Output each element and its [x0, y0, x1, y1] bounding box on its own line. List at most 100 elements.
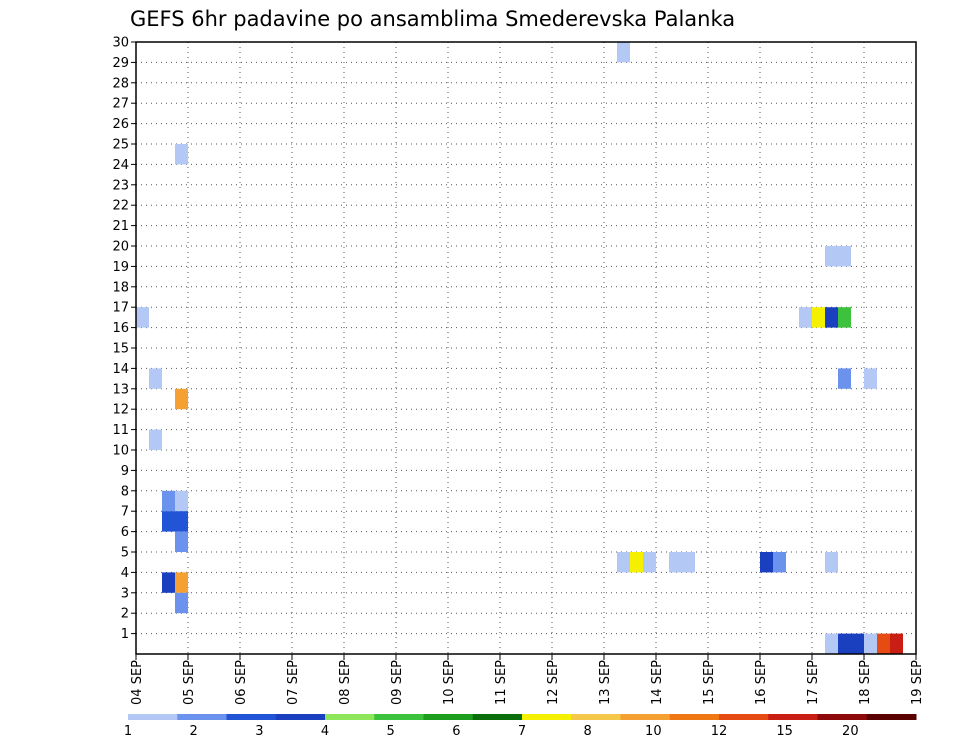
colorbar-tick-label: 2 [190, 724, 198, 739]
y-tick-label: 20 [112, 240, 129, 255]
y-tick-label: 22 [112, 199, 129, 214]
y-tick-label: 4 [121, 566, 129, 581]
y-tick-label: 3 [121, 586, 129, 601]
y-tick-label: 13 [112, 382, 129, 397]
x-tick-label: 05 SEP [182, 660, 197, 705]
y-tick-label: 23 [112, 178, 129, 193]
precip-cell [877, 633, 890, 654]
x-tick-label: 11 SEP [494, 660, 509, 705]
x-tick-label: 12 SEP [546, 660, 561, 705]
y-tick-label: 18 [112, 280, 129, 295]
x-tick-label: 06 SEP [234, 660, 249, 705]
precip-cell [617, 42, 630, 63]
x-tick-label: 08 SEP [338, 660, 353, 705]
colorbar-swatch [226, 714, 277, 720]
colorbar-tick-label: 4 [321, 724, 329, 739]
precip-cell [175, 572, 188, 593]
precip-cell [838, 246, 851, 267]
colorbar-swatch [423, 714, 474, 720]
colorbar-tick-label: 3 [255, 724, 263, 739]
y-tick-label: 28 [112, 76, 129, 91]
precip-cell [617, 552, 630, 573]
y-tick-label: 15 [112, 342, 129, 357]
y-axis: 1234567891011121314151617181920212223242… [112, 36, 136, 642]
colorbar-swatch [275, 714, 326, 720]
y-tick-label: 11 [112, 423, 129, 438]
y-tick-label: 17 [112, 301, 129, 316]
precip-cell [851, 633, 864, 654]
y-tick-label: 2 [121, 607, 129, 622]
colorbar-swatch [177, 714, 227, 720]
x-tick-label: 04 SEP [130, 660, 145, 705]
colorbar-swatch [571, 714, 621, 720]
precip-cell [864, 633, 877, 654]
x-tick-label: 14 SEP [650, 660, 665, 705]
colorbar: 1 2 3 4 5 6 7 8 10 12 15 20 [124, 714, 917, 739]
x-tick-label: 19 SEP [910, 660, 925, 705]
precip-cell [890, 633, 903, 654]
precip-cell [812, 307, 825, 328]
precip-cell [175, 592, 188, 614]
y-tick-label: 8 [121, 484, 129, 499]
colorbar-swatch [620, 714, 671, 720]
y-tick-label: 9 [121, 464, 129, 479]
y-tick-label: 7 [121, 505, 129, 520]
y-tick-label: 30 [112, 36, 129, 51]
x-tick-label: 09 SEP [390, 660, 405, 705]
colorbar-swatch [522, 714, 572, 720]
colorbar-swatch [669, 714, 720, 720]
colorbar-swatch [128, 714, 178, 720]
colorbar-tick-label: 6 [452, 724, 460, 739]
grid-lines [136, 41, 916, 654]
data-cells [136, 42, 903, 654]
y-tick-label: 25 [112, 138, 129, 153]
precip-cell [864, 368, 877, 389]
precip-cell [136, 307, 149, 328]
precip-cell [162, 572, 175, 593]
precip-cell [838, 307, 851, 328]
y-tick-label: 16 [112, 321, 129, 336]
precip-cell [175, 511, 188, 532]
colorbar-tick-label: 7 [518, 724, 526, 739]
colorbar-tick-label: 1 [124, 724, 132, 739]
colorbar-swatch [768, 714, 818, 720]
precip-cell [669, 552, 682, 573]
precip-cell [825, 307, 838, 328]
y-tick-label: 10 [112, 444, 129, 459]
precip-cell [760, 552, 773, 573]
x-tick-label: 16 SEP [754, 660, 769, 705]
precip-cell [162, 490, 175, 512]
colorbar-swatch [866, 714, 917, 720]
precip-cell [149, 368, 162, 389]
colorbar-tick-label: 10 [645, 724, 662, 739]
y-tick-label: 26 [112, 117, 129, 132]
precip-cell [643, 552, 656, 573]
y-tick-label: 24 [112, 158, 129, 173]
y-tick-label: 1 [121, 627, 129, 642]
x-axis: 04 SEP 05 SEP 06 SEP 07 SEP 08 SEP 09 SEP 10 S… [130, 654, 925, 705]
x-tick-label: 07 SEP [286, 660, 301, 705]
colorbar-swatch [472, 714, 523, 720]
y-tick-label: 19 [112, 260, 129, 275]
y-tick-label: 6 [121, 525, 129, 540]
colorbar-swatch [719, 714, 769, 720]
y-tick-label: 27 [112, 97, 129, 112]
x-tick-label: 18 SEP [858, 660, 873, 705]
precip-cell [825, 246, 838, 267]
precip-cell [838, 633, 851, 654]
x-tick-label: 17 SEP [806, 660, 821, 705]
y-tick-label: 14 [112, 362, 129, 377]
precip-cell [149, 429, 162, 450]
precip-cell [825, 552, 838, 573]
colorbar-tick-label: 12 [711, 724, 728, 739]
chart-title: GEFS 6hr padavine po ansamblima Smederev… [130, 7, 735, 31]
x-tick-label: 13 SEP [598, 660, 613, 705]
precip-cell [838, 368, 851, 389]
precip-cell [175, 531, 188, 552]
precip-cell [175, 144, 188, 165]
precip-cell [175, 490, 188, 512]
x-tick-label: 10 SEP [442, 660, 457, 705]
colorbar-tick-label: 15 [776, 724, 793, 739]
colorbar-swatch [817, 714, 868, 720]
y-tick-label: 5 [121, 546, 129, 561]
